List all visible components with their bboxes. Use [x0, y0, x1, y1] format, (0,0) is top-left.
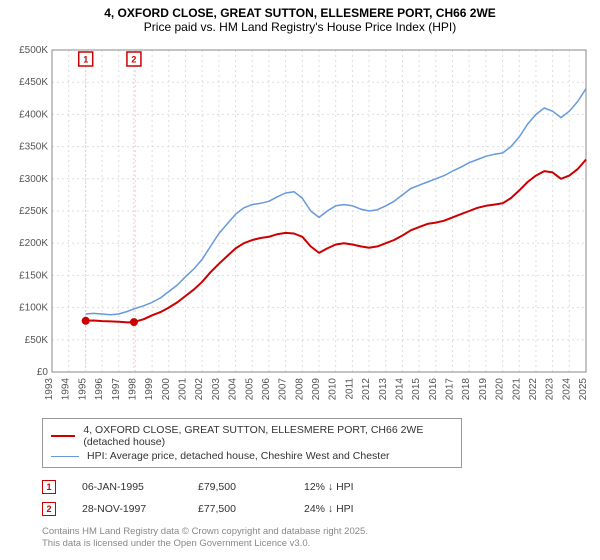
- xtick-label: 2025: [578, 378, 589, 401]
- sale-point: [82, 317, 90, 325]
- xtick-label: 1998: [127, 378, 138, 401]
- chart-container: 4, OXFORD CLOSE, GREAT SUTTON, ELLESMERE…: [0, 0, 600, 560]
- ytick-label: £350K: [19, 142, 48, 153]
- xtick-label: 2009: [311, 378, 322, 401]
- xtick-label: 2014: [394, 378, 405, 401]
- ytick-label: £50K: [25, 335, 49, 346]
- ytick-label: £0: [37, 367, 49, 378]
- sale-marker-num: 1: [83, 55, 88, 65]
- sale-point: [130, 318, 138, 326]
- legend-label: HPI: Average price, detached house, Ches…: [87, 450, 390, 462]
- xtick-label: 1993: [44, 378, 55, 401]
- xtick-label: 2019: [478, 378, 489, 401]
- ytick-label: £300K: [19, 174, 48, 185]
- xtick-label: 2006: [261, 378, 272, 401]
- ytick-label: £500K: [19, 45, 48, 56]
- title-address: 4, OXFORD CLOSE, GREAT SUTTON, ELLESMERE…: [10, 6, 590, 20]
- footer: Contains HM Land Registry data © Crown c…: [42, 526, 590, 551]
- xtick-label: 2020: [495, 378, 506, 401]
- ytick-label: £200K: [19, 238, 48, 249]
- ytick-label: £100K: [19, 303, 48, 314]
- xtick-label: 1995: [77, 378, 88, 401]
- xtick-label: 2015: [411, 378, 422, 401]
- xtick-label: 2001: [178, 378, 189, 401]
- ytick-label: £150K: [19, 270, 48, 281]
- xtick-label: 2012: [361, 378, 372, 401]
- xtick-label: 2016: [428, 378, 439, 401]
- sale-date: 06-JAN-1995: [82, 481, 172, 493]
- legend-box: 4, OXFORD CLOSE, GREAT SUTTON, ELLESMERE…: [42, 418, 462, 468]
- sale-hpi: 24% ↓ HPI: [304, 503, 394, 515]
- ytick-label: £450K: [19, 77, 48, 88]
- xtick-label: 1999: [144, 378, 155, 401]
- footer-line1: Contains HM Land Registry data © Crown c…: [42, 526, 590, 538]
- footer-line2: This data is licensed under the Open Gov…: [42, 538, 590, 550]
- chart-area: £0 £50K £100K £150K £200K £250K £300K £350K £400…: [10, 42, 590, 412]
- xtick-label: 2008: [294, 378, 305, 401]
- xtick-label: 1997: [111, 378, 122, 401]
- sale-marker-ref: 2: [42, 502, 56, 516]
- xtick-label: 1994: [61, 378, 72, 401]
- xtick-label: 2022: [528, 378, 539, 401]
- xtick-label: 2018: [461, 378, 472, 401]
- sale-price: £77,500: [198, 503, 278, 515]
- xtick-label: 2005: [244, 378, 255, 401]
- legend-label: 4, OXFORD CLOSE, GREAT SUTTON, ELLESMERE…: [83, 424, 453, 448]
- xtick-label: 2013: [378, 378, 389, 401]
- xtick-label: 2017: [445, 378, 456, 401]
- sale-marker-ref: 1: [42, 480, 56, 494]
- xtick-label: 2000: [161, 378, 172, 401]
- sale-row: 1 06-JAN-1995 £79,500 12% ↓ HPI: [42, 476, 590, 498]
- xtick-label: 2011: [344, 378, 355, 400]
- ytick-label: £250K: [19, 206, 48, 217]
- legend-swatch: [51, 435, 75, 437]
- xtick-label: 2010: [328, 378, 339, 401]
- xtick-label: 1996: [94, 378, 105, 401]
- xtick-label: 2021: [511, 378, 522, 401]
- title-area: 4, OXFORD CLOSE, GREAT SUTTON, ELLESMERE…: [0, 0, 600, 38]
- sale-row: 2 28-NOV-1997 £77,500 24% ↓ HPI: [42, 498, 590, 520]
- xtick-label: 2024: [561, 378, 572, 401]
- ytick-label: £400K: [19, 109, 48, 120]
- xtick-label: 2007: [278, 378, 289, 401]
- sale-hpi: 12% ↓ HPI: [304, 481, 394, 493]
- chart-svg: £0 £50K £100K £150K £200K £250K £300K £350K £400…: [10, 42, 590, 412]
- legend-row: HPI: Average price, detached house, Ches…: [51, 449, 453, 463]
- legend-row: 4, OXFORD CLOSE, GREAT SUTTON, ELLESMERE…: [51, 423, 453, 449]
- legend-swatch: [51, 456, 79, 457]
- xtick-label: 2004: [228, 378, 239, 401]
- xtick-label: 2003: [211, 378, 222, 401]
- title-subtitle: Price paid vs. HM Land Registry's House …: [10, 20, 590, 34]
- sale-marker-num: 2: [131, 55, 136, 65]
- xtick-label: 2002: [194, 378, 205, 401]
- sales-area: 1 06-JAN-1995 £79,500 12% ↓ HPI 2 28-NOV-1997…: [42, 476, 590, 520]
- xtick-label: 2023: [545, 378, 556, 401]
- sale-price: £79,500: [198, 481, 278, 493]
- sale-date: 28-NOV-1997: [82, 503, 172, 515]
